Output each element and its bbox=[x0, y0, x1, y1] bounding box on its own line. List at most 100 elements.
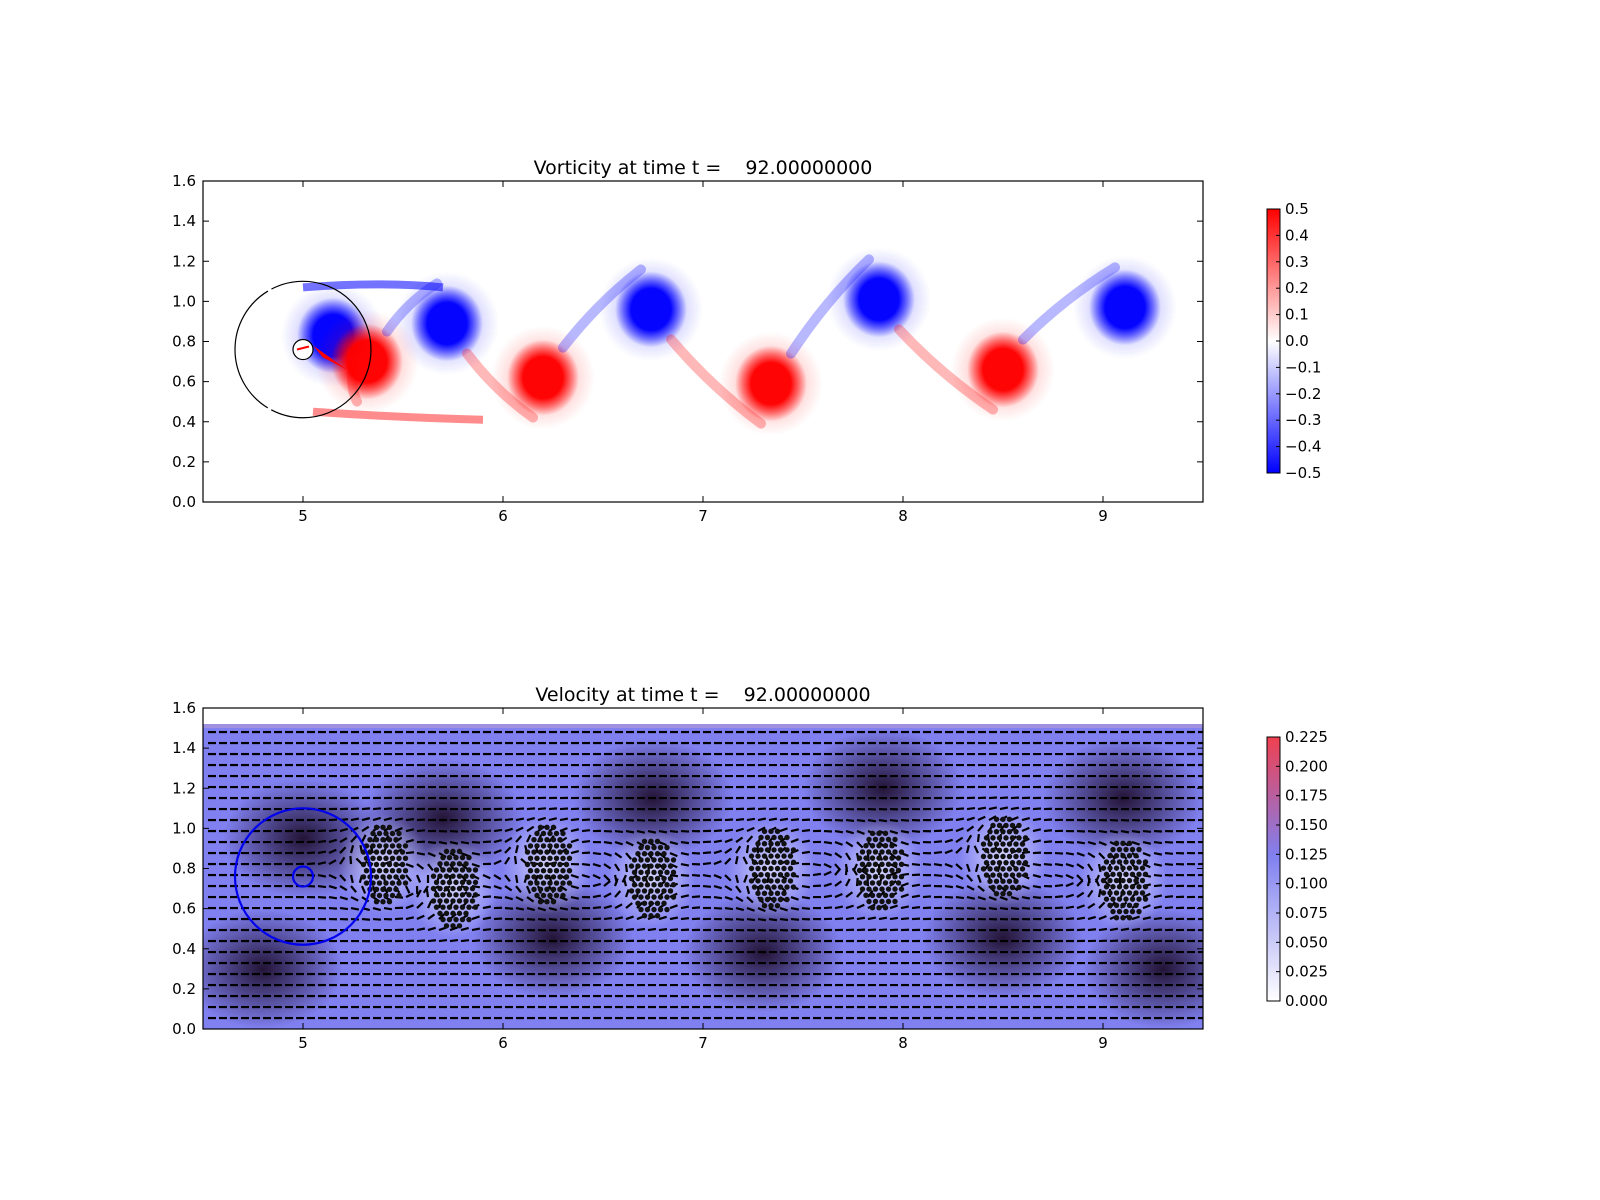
tracer-particle bbox=[1129, 908, 1136, 915]
tracer-particle bbox=[761, 878, 768, 884]
velocity-arrow bbox=[1076, 904, 1085, 910]
tracer-particle bbox=[664, 882, 670, 888]
tracer-particle bbox=[1120, 853, 1126, 859]
tracer-particle bbox=[440, 892, 446, 898]
velocity-arrow bbox=[1087, 863, 1094, 872]
velocity-arrow bbox=[581, 829, 591, 833]
velocity-arrow bbox=[1109, 927, 1119, 932]
velocity-arrow bbox=[1153, 916, 1163, 921]
tracer-particle bbox=[641, 875, 648, 882]
tracer-particle bbox=[544, 898, 550, 905]
tracer-particle bbox=[784, 884, 790, 890]
tracer-particle bbox=[1136, 846, 1142, 853]
colorbar-tick-label: −0.5 bbox=[1285, 464, 1321, 482]
tracer-particle bbox=[550, 861, 557, 868]
velocity-arrow bbox=[713, 895, 723, 900]
velocity-arrow bbox=[537, 917, 547, 921]
velocity-arrow bbox=[427, 852, 436, 858]
tracer-particle bbox=[537, 849, 544, 855]
tracer-particle bbox=[363, 880, 370, 886]
tracer-particle bbox=[524, 849, 531, 855]
colorbar-tick-label: 0.1 bbox=[1285, 306, 1309, 324]
tracer-particle bbox=[790, 884, 797, 890]
velocity-arrow bbox=[570, 895, 580, 900]
tracer-particle bbox=[661, 875, 667, 882]
velocity-arrow bbox=[514, 874, 519, 884]
velocity-arrow bbox=[504, 874, 511, 883]
velocity-arrow bbox=[449, 938, 459, 943]
velocity-arrow bbox=[988, 796, 998, 800]
vorticity-filament bbox=[347, 360, 362, 407]
tracer-particle bbox=[1006, 890, 1013, 897]
tracer-particle bbox=[764, 859, 771, 865]
velocity-arrow bbox=[427, 863, 434, 872]
velocity-arrow bbox=[1076, 928, 1086, 932]
x-tick-label: 7 bbox=[698, 1034, 708, 1052]
velocity-arrow bbox=[745, 844, 750, 854]
tracer-particle bbox=[758, 896, 764, 903]
tracer-particle bbox=[980, 853, 987, 860]
tracer-particle bbox=[987, 866, 993, 872]
tracer-particle bbox=[751, 847, 758, 853]
tracer-particle bbox=[872, 898, 879, 905]
tracer-particle bbox=[437, 861, 443, 867]
tracer-particle bbox=[879, 874, 885, 880]
velocity-arrow bbox=[1010, 895, 1019, 901]
tracer-particle bbox=[751, 872, 758, 878]
y-tick-label: 0.6 bbox=[172, 900, 196, 918]
velocity-arrow bbox=[669, 928, 679, 932]
velocity-arrow bbox=[1054, 883, 1064, 888]
velocity-arrow bbox=[944, 873, 954, 879]
velocity-arrow bbox=[613, 878, 619, 887]
tracer-particle bbox=[472, 867, 479, 873]
tracer-particle bbox=[670, 857, 677, 863]
tracer-particle bbox=[383, 830, 389, 837]
velocity-arrow bbox=[647, 829, 657, 834]
tracer-particle bbox=[644, 882, 651, 888]
velocity-arrow bbox=[680, 873, 690, 877]
tracer-particle bbox=[1139, 865, 1146, 871]
velocity-arrow bbox=[735, 906, 745, 912]
tracer-particle bbox=[983, 872, 990, 878]
tracer-particle bbox=[885, 874, 892, 880]
velocity-arrow bbox=[570, 906, 580, 910]
tracer-particle bbox=[648, 863, 654, 869]
velocity-arrow bbox=[680, 884, 690, 888]
velocity-arrow bbox=[955, 874, 964, 880]
tracer-particle bbox=[1110, 859, 1116, 865]
x-tick-label: 5 bbox=[298, 507, 308, 525]
tracer-particle bbox=[446, 879, 453, 886]
tracer-particle bbox=[537, 874, 544, 880]
tracer-particle bbox=[456, 861, 463, 867]
fast-flow-region bbox=[203, 908, 343, 1029]
y-tick-label: 0.6 bbox=[172, 373, 196, 391]
tracer-particle bbox=[1000, 866, 1006, 872]
tracer-particle bbox=[1110, 846, 1116, 853]
tracer-particle bbox=[859, 874, 866, 880]
tracer-particle bbox=[996, 847, 1003, 853]
tracer-particle bbox=[553, 867, 560, 874]
tracer-particle bbox=[524, 861, 531, 868]
tracer-particle bbox=[1139, 890, 1146, 896]
tracer-particle bbox=[990, 847, 996, 853]
tracer-particle bbox=[876, 892, 882, 899]
velocity-arrow bbox=[427, 840, 437, 844]
velocity-arrow bbox=[724, 838, 733, 844]
velocity-arrow bbox=[1076, 840, 1086, 845]
tracer-particle bbox=[547, 867, 553, 874]
tracer-particle bbox=[1113, 840, 1120, 847]
tracer-particle bbox=[531, 861, 537, 868]
tracer-particle bbox=[450, 898, 456, 904]
tracer-particle bbox=[892, 849, 898, 855]
velocity-arrow bbox=[592, 862, 601, 868]
velocity-arrow bbox=[801, 906, 811, 910]
tracer-particle bbox=[628, 875, 635, 882]
tracer-particle bbox=[644, 906, 651, 913]
tracer-particle bbox=[367, 849, 373, 855]
velocity-top-band bbox=[203, 724, 1203, 729]
tracer-particle bbox=[859, 849, 866, 855]
velocity-arrow bbox=[801, 850, 811, 855]
vortex-core-negative bbox=[615, 271, 687, 348]
velocity-arrow bbox=[471, 939, 481, 943]
tracer-particle bbox=[641, 851, 648, 857]
